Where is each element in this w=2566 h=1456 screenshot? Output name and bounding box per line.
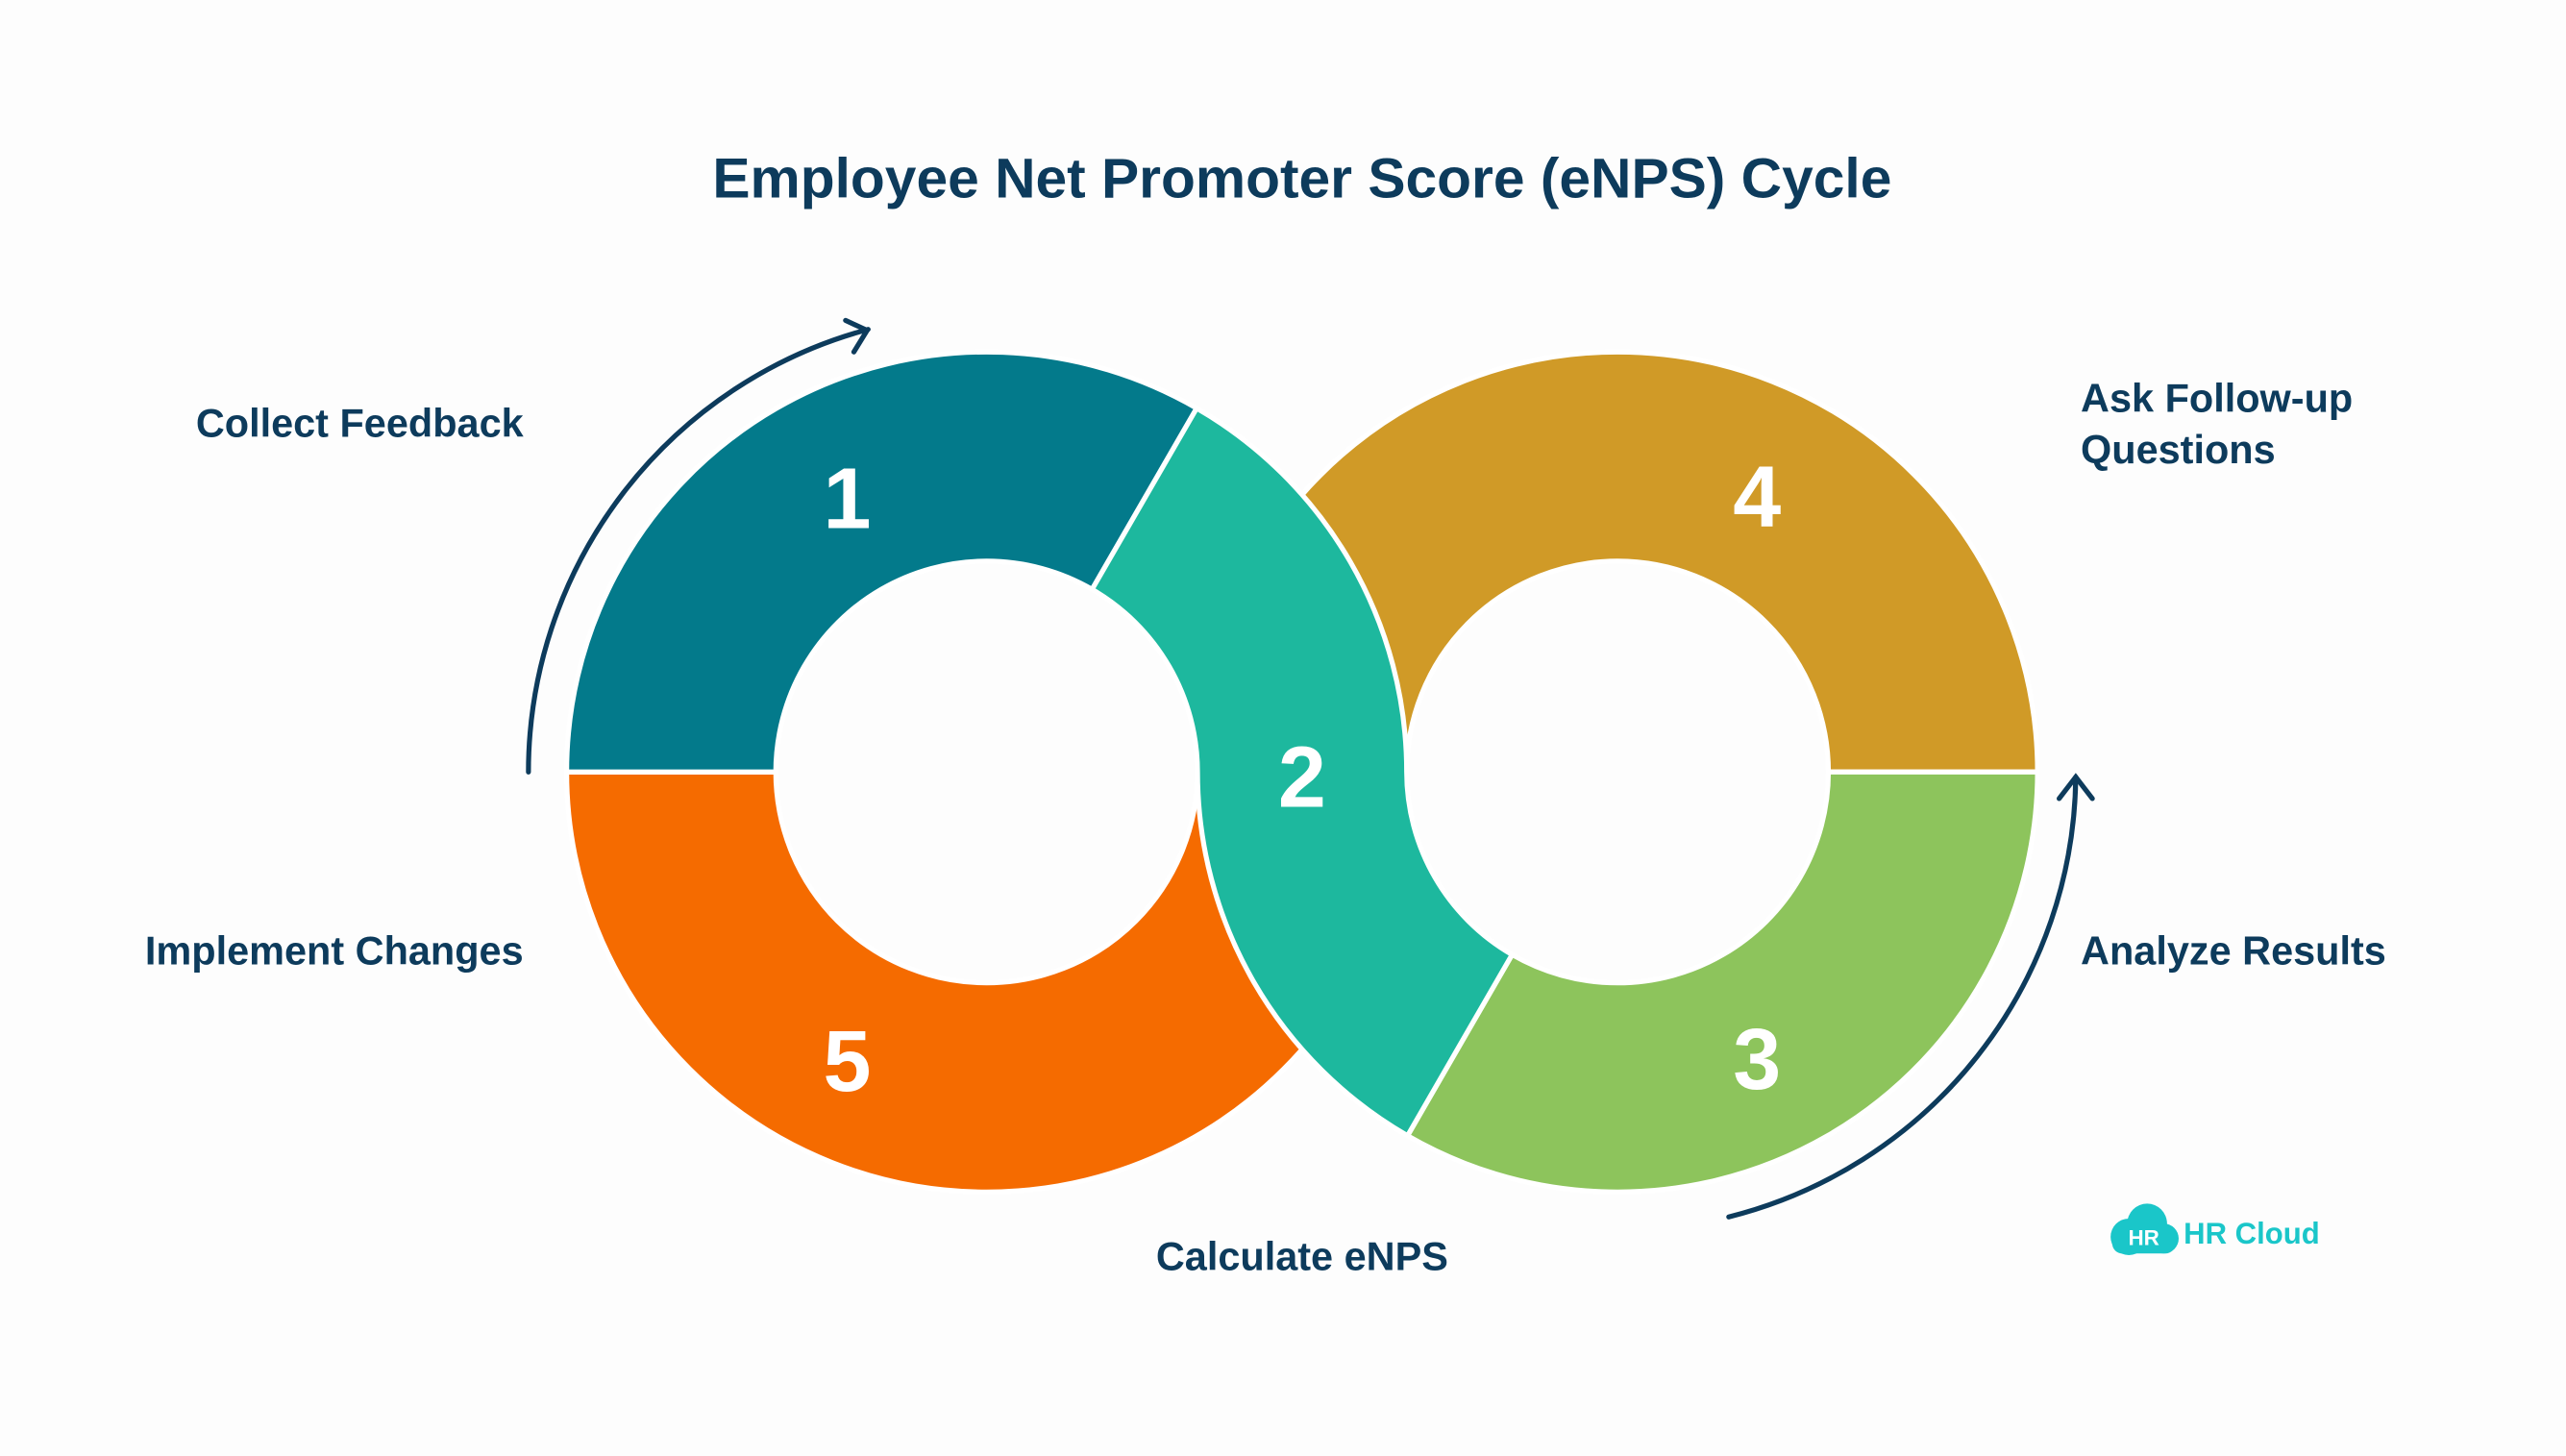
label-analyze-results: Analyze Results xyxy=(2081,928,2386,974)
cloud-icon xyxy=(2110,1203,2179,1255)
step-number-3: 3 xyxy=(1733,1012,1781,1108)
label-calculate-enps: Calculate eNPS xyxy=(1156,1234,1448,1279)
logo-text: HR Cloud xyxy=(2184,1217,2320,1250)
label-ask-follow-up-line2: Questions xyxy=(2081,427,2276,472)
step-number-1: 1 xyxy=(824,451,872,547)
segment-1-collect-feedback xyxy=(564,349,1199,775)
segment-2-calculate-enps xyxy=(1089,406,1515,1139)
segment-4-ask-follow-up xyxy=(1195,349,2040,775)
logo-badge: HR xyxy=(2128,1226,2159,1250)
hr-cloud-logo: HR HR Cloud xyxy=(2110,1203,2320,1255)
step-number-2: 2 xyxy=(1278,730,1326,827)
label-collect-feedback: Collect Feedback xyxy=(196,400,525,445)
label-implement-changes: Implement Changes xyxy=(145,928,524,974)
segment-3-analyze-results xyxy=(1404,769,2040,1195)
cycle-arrow-left-icon xyxy=(526,317,872,775)
step-number-4: 4 xyxy=(1733,450,1781,546)
page-title: Employee Net Promoter Score (eNPS) Cycle xyxy=(712,148,1891,210)
label-ask-follow-up-line1: Ask Follow-up xyxy=(2081,375,2353,420)
cycle-arrow-right-icon xyxy=(1726,773,2095,1220)
step-number-5: 5 xyxy=(824,1014,872,1110)
